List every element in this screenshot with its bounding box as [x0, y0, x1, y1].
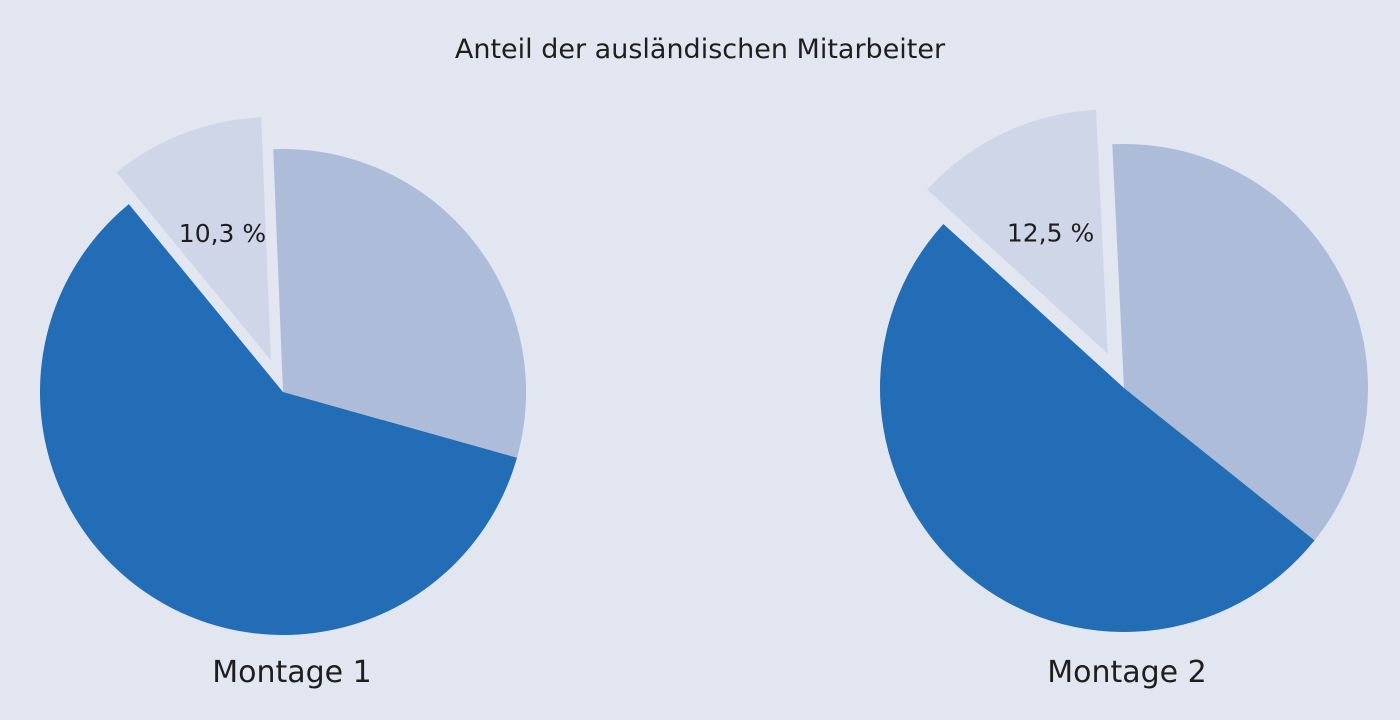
pie-montage-2: 12,5 % — [879, 109, 1368, 633]
slice-label: 10,3 % — [179, 219, 266, 248]
pie-slice — [879, 223, 1315, 633]
pie-slice — [273, 148, 526, 458]
pie-montage-1: 10,3 % — [39, 117, 526, 635]
pie-caption-montage-2: Montage 2 — [1047, 655, 1207, 690]
pie-caption-montage-1: Montage 1 — [212, 655, 372, 690]
pie-slice — [39, 204, 517, 635]
pie-slice — [116, 117, 271, 361]
pie-slice — [1112, 144, 1368, 541]
slice-label: 12,5 % — [1007, 218, 1094, 247]
chart-title: Anteil der ausländischen Mitarbeiter — [455, 34, 946, 65]
pie-slice — [927, 109, 1108, 354]
